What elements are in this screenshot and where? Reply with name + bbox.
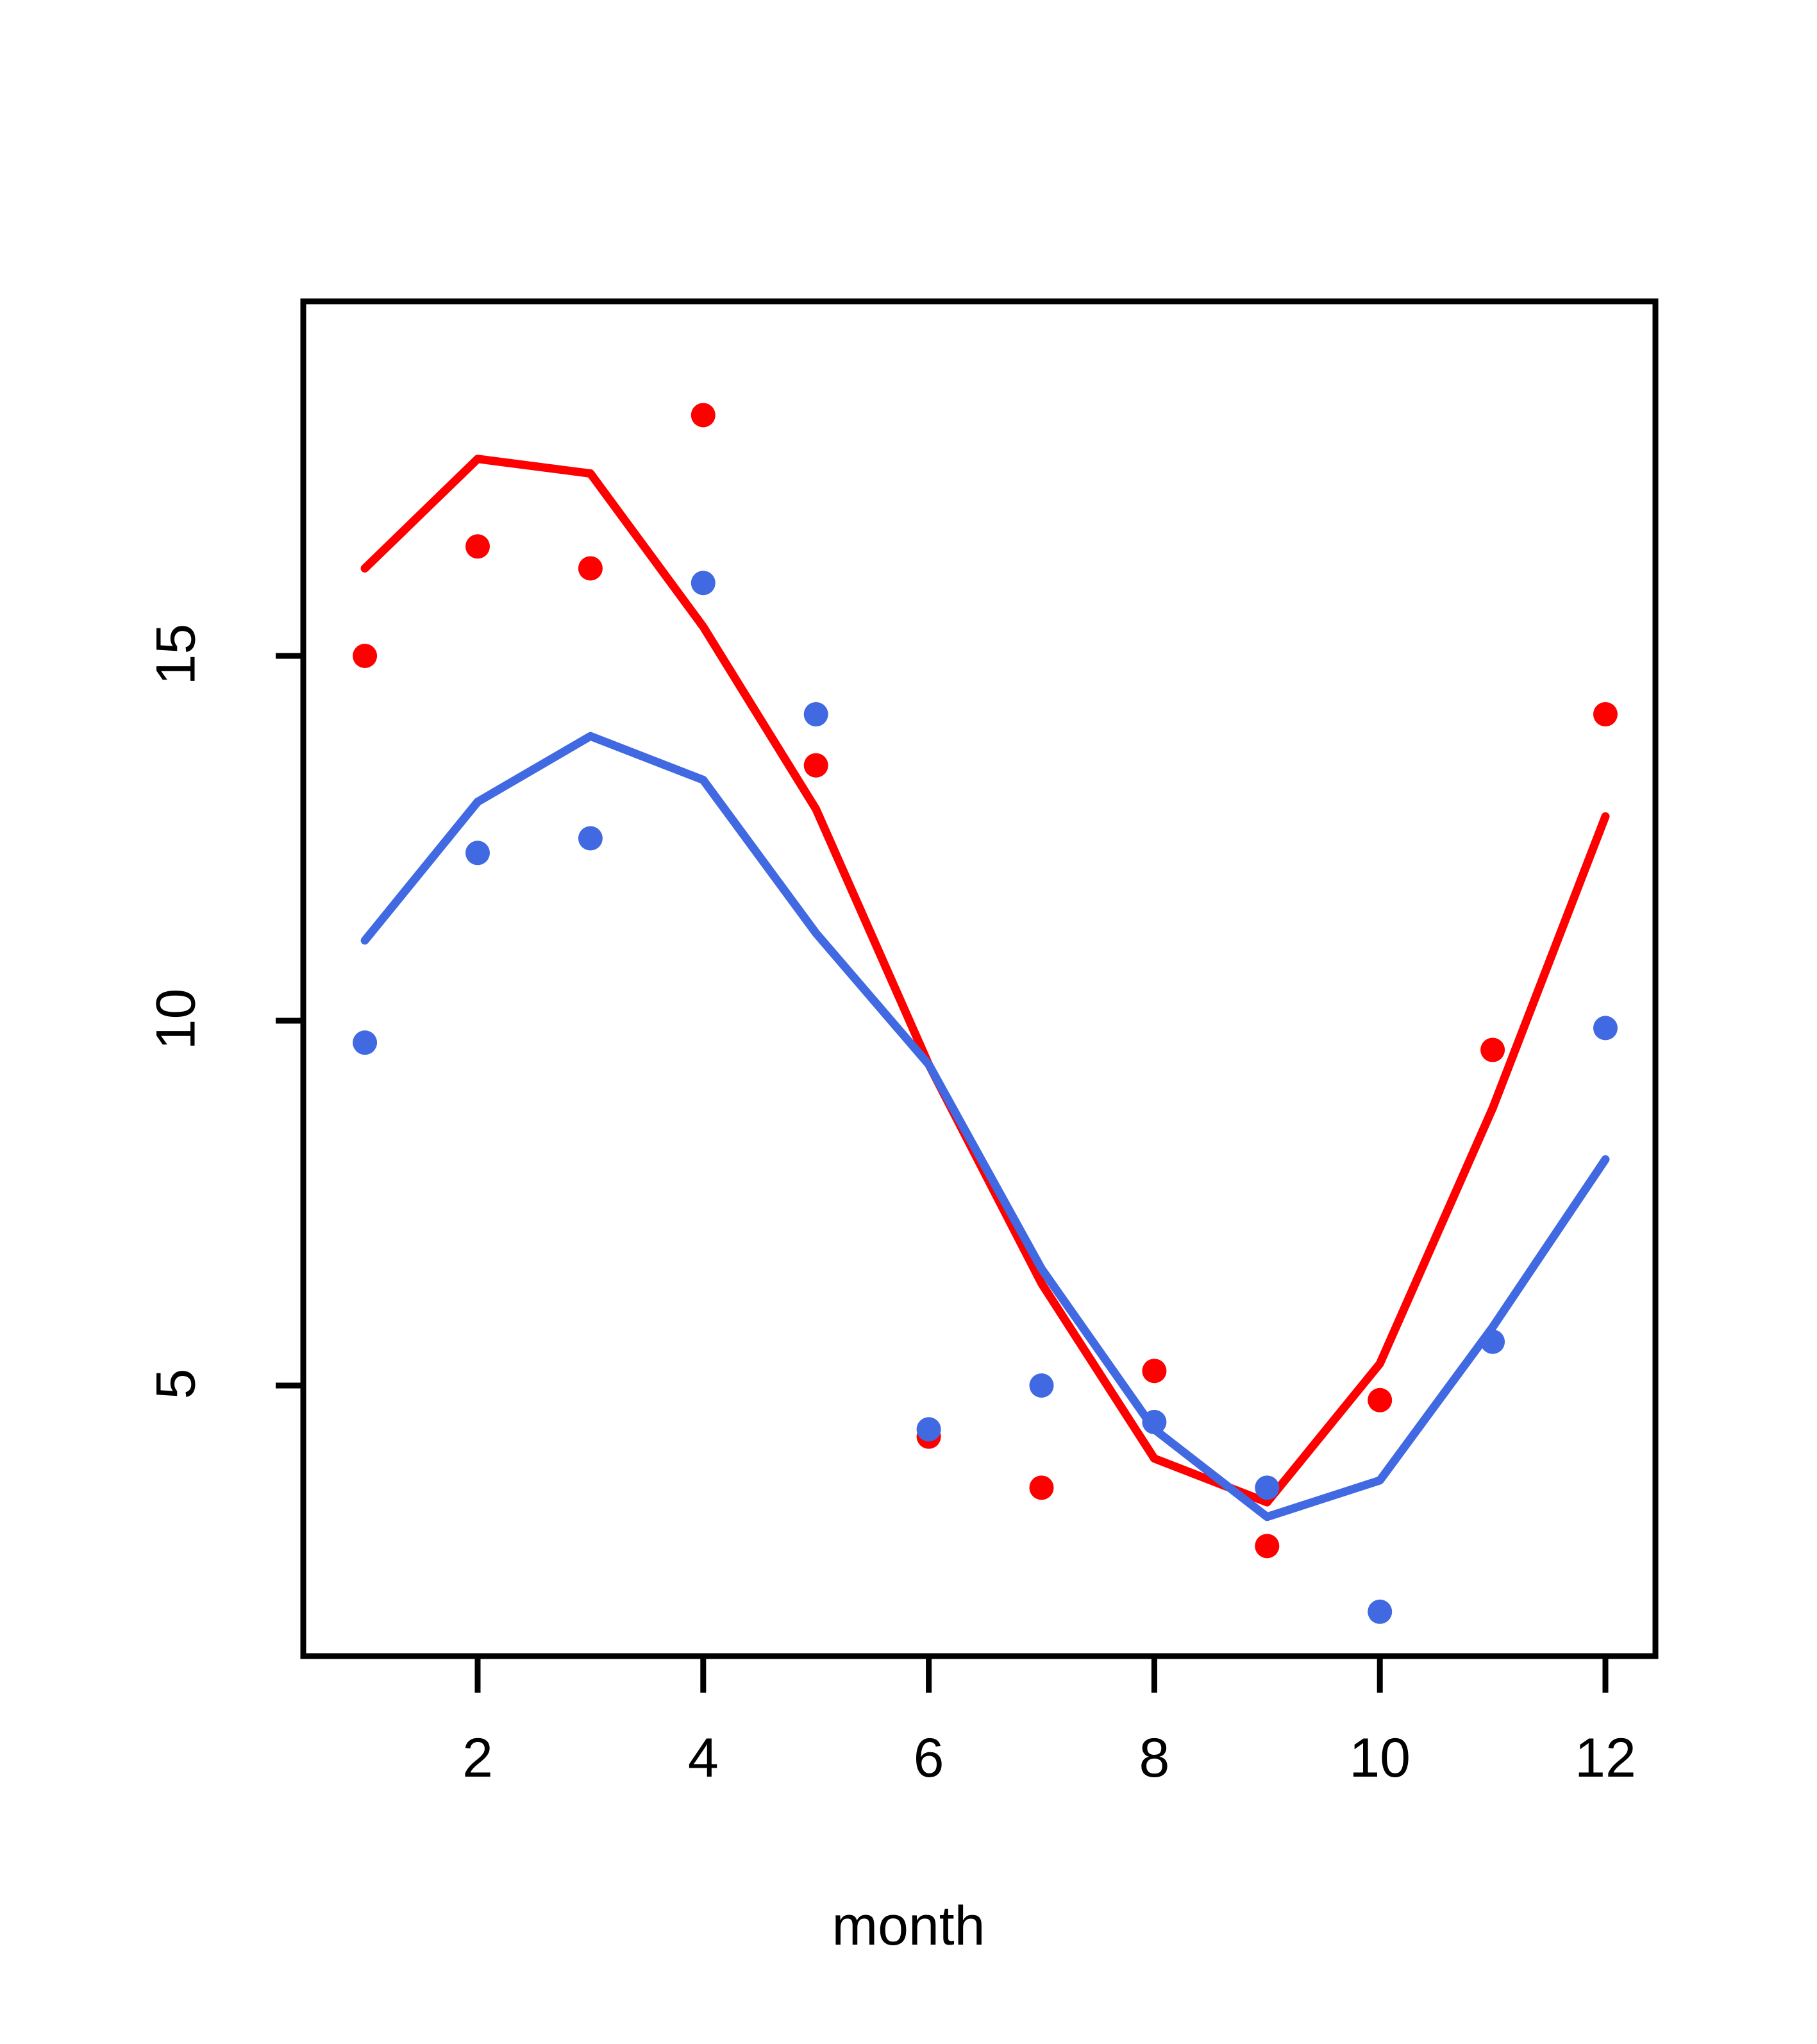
x-tick-label: 2 <box>462 1727 493 1789</box>
data-point <box>1142 1409 1167 1434</box>
data-point <box>465 841 490 866</box>
x-tick-label: 6 <box>913 1727 944 1789</box>
data-point <box>578 556 603 581</box>
axes-layer <box>300 298 1659 1659</box>
x-tick-label: 12 <box>1575 1727 1636 1789</box>
series-layer <box>353 403 1618 1624</box>
x-tick-label: 8 <box>1139 1727 1170 1789</box>
data-point <box>465 534 490 559</box>
data-point <box>691 403 716 428</box>
data-point <box>803 753 828 778</box>
y-tick-label: 10 <box>145 988 207 1050</box>
series-points-red-points <box>353 403 1618 1559</box>
x-tick-label: 4 <box>687 1727 719 1789</box>
data-point <box>691 571 716 596</box>
data-point <box>916 1417 941 1442</box>
x-tick-label: 10 <box>1349 1727 1411 1789</box>
data-point <box>578 826 603 851</box>
data-point <box>1255 1534 1280 1559</box>
data-point <box>353 644 378 668</box>
data-point <box>1480 1329 1505 1354</box>
data-point <box>1029 1373 1054 1398</box>
data-point <box>1480 1037 1505 1062</box>
plot-frame <box>300 298 1659 1659</box>
y-tick-label: 5 <box>145 1368 207 1400</box>
data-point <box>1029 1475 1054 1500</box>
series-line-blue-line <box>360 732 1610 1521</box>
data-point <box>1368 1387 1393 1412</box>
series-points-blue-points <box>353 571 1618 1624</box>
data-point <box>1593 1016 1618 1041</box>
data-point <box>1593 702 1618 727</box>
data-point <box>1255 1475 1280 1500</box>
data-point <box>353 1030 378 1055</box>
data-point <box>1142 1359 1167 1384</box>
data-point <box>803 702 828 727</box>
data-point <box>1368 1599 1393 1624</box>
x-axis-title: month <box>832 1895 985 1957</box>
y-tick-label: 15 <box>145 623 207 685</box>
ticks-layer <box>276 653 1609 1693</box>
